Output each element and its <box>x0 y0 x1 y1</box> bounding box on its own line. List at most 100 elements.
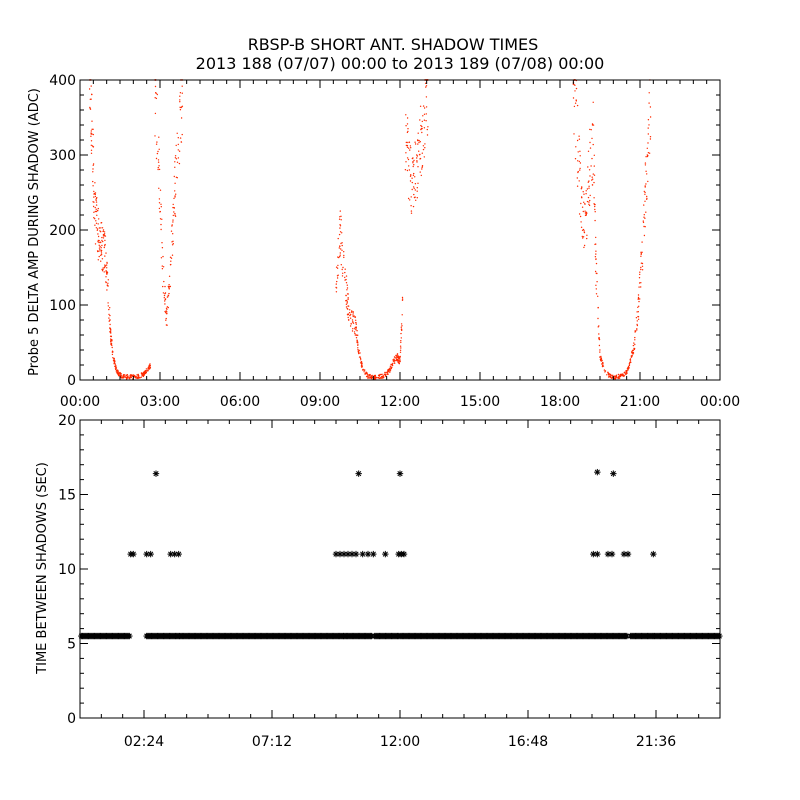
data-point <box>395 354 397 357</box>
data-point <box>161 247 164 249</box>
title-line-2: 2013 188 (07/07) 00:00 to 2013 189 (07/0… <box>196 54 605 73</box>
data-point <box>575 99 577 101</box>
data-point <box>147 368 149 370</box>
data-point <box>643 234 646 237</box>
data-point <box>374 378 376 380</box>
data-point <box>345 282 348 284</box>
data-point <box>416 160 418 162</box>
data-point <box>355 323 357 325</box>
data-point <box>116 372 118 374</box>
data-point <box>575 146 577 148</box>
data-point <box>388 368 391 370</box>
data-point <box>100 252 103 254</box>
data-point <box>88 88 91 90</box>
data-point <box>581 197 583 199</box>
data-point <box>574 102 577 104</box>
data-point <box>425 120 427 122</box>
x-tick-label: 02:24 <box>124 734 164 750</box>
data-point <box>355 329 357 331</box>
data-point <box>349 309 351 311</box>
data-point <box>349 325 352 327</box>
data-point <box>92 185 94 187</box>
data-point <box>103 271 105 273</box>
data-point <box>421 152 423 154</box>
data-point <box>164 285 166 288</box>
data-point <box>103 231 106 233</box>
bottom-y-axis-label: TIME BETWEEN SHADOWS (SEC) <box>35 462 50 675</box>
data-point <box>360 359 362 361</box>
y-tick-label: 0 <box>67 373 76 389</box>
data-point <box>594 256 597 258</box>
data-point <box>174 215 177 217</box>
data-point <box>584 203 586 205</box>
data-point <box>355 337 358 339</box>
data-point <box>149 363 151 365</box>
data-point <box>180 141 183 143</box>
data-point <box>355 319 357 321</box>
data-point <box>179 95 181 97</box>
data-point <box>100 249 102 251</box>
data-point <box>105 276 107 278</box>
data-point <box>104 235 107 237</box>
data-point <box>107 279 110 281</box>
data-point <box>397 354 399 356</box>
data-point <box>101 244 103 247</box>
data-point <box>346 301 348 303</box>
data-point <box>154 85 157 88</box>
data-point <box>580 226 583 228</box>
data-point <box>595 262 598 265</box>
data-point <box>339 231 342 233</box>
data-point <box>595 236 597 239</box>
data-point <box>412 174 415 176</box>
data-point <box>576 104 579 107</box>
data-point <box>346 307 348 310</box>
data-point <box>621 374 624 376</box>
data-point <box>583 244 586 247</box>
data-point <box>352 314 354 316</box>
asterisk-marker <box>594 550 601 558</box>
data-point <box>95 197 98 200</box>
data-point <box>599 358 602 361</box>
data-point <box>340 248 342 250</box>
data-point <box>357 342 359 344</box>
data-point <box>97 207 100 210</box>
data-point <box>395 359 397 361</box>
data-point <box>645 156 647 158</box>
data-point <box>105 281 107 284</box>
data-point <box>599 349 601 351</box>
data-point <box>370 377 373 380</box>
data-point <box>377 377 379 379</box>
data-point <box>645 183 647 185</box>
data-point <box>641 269 644 271</box>
data-point <box>591 176 593 178</box>
data-point <box>175 144 177 147</box>
asterisk-marker <box>130 550 137 558</box>
data-point <box>172 214 174 217</box>
y-tick-label: 5 <box>67 637 76 653</box>
y-tick-label: 20 <box>58 413 76 429</box>
data-point <box>589 175 591 177</box>
data-point <box>604 370 607 372</box>
data-point <box>345 278 347 281</box>
data-point <box>103 246 106 249</box>
asterisk-marker <box>594 468 601 476</box>
data-point <box>165 319 167 321</box>
data-point <box>593 197 595 199</box>
data-point <box>595 284 597 286</box>
data-point <box>646 197 648 200</box>
data-point <box>644 200 646 202</box>
data-point <box>367 377 369 380</box>
data-point <box>105 252 107 254</box>
data-point <box>357 350 359 352</box>
data-point <box>414 183 417 185</box>
data-point <box>158 207 161 210</box>
data-point <box>335 283 337 285</box>
data-point <box>401 298 404 300</box>
data-point <box>104 239 106 242</box>
data-point <box>171 254 174 256</box>
data-point <box>178 150 181 152</box>
data-point <box>141 372 143 375</box>
data-point <box>419 119 421 121</box>
data-point <box>578 138 581 140</box>
data-point <box>381 373 383 375</box>
